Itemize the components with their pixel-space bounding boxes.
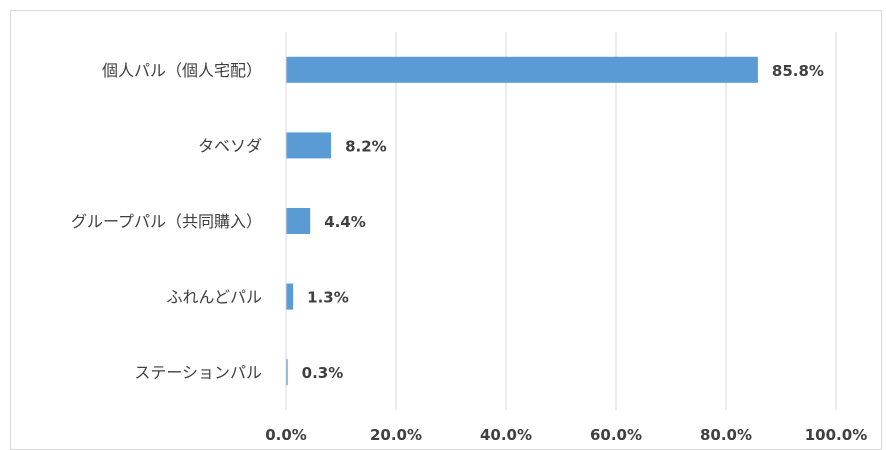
bar-2 <box>286 132 332 159</box>
value-label: 85.8% <box>772 62 824 80</box>
bar-1 <box>286 56 758 83</box>
x-tick-label: 40.0% <box>480 426 532 444</box>
category-label: ふれんどパル <box>166 288 262 307</box>
bar-3 <box>286 208 311 234</box>
value-label: 8.2% <box>345 137 387 155</box>
value-label: 0.3% <box>302 364 344 382</box>
x-tick-label: 0.0% <box>265 426 307 444</box>
bar-4 <box>286 283 294 310</box>
category-label: ステーションパル <box>134 363 262 382</box>
x-tick-label: 60.0% <box>590 426 642 444</box>
x-tick-label: 100.0% <box>805 426 867 444</box>
category-label: グループパル（共同購入） <box>71 212 262 231</box>
x-tick-label: 20.0% <box>370 426 422 444</box>
value-label: 4.4% <box>324 213 366 231</box>
category-label: タベソダ <box>198 136 262 155</box>
value-label: 1.3% <box>307 289 349 307</box>
bar-5 <box>286 359 288 386</box>
x-tick-label: 80.0% <box>700 426 752 444</box>
category-label: 個人パル（個人宅配） <box>102 61 262 80</box>
chart-frame <box>10 10 882 450</box>
